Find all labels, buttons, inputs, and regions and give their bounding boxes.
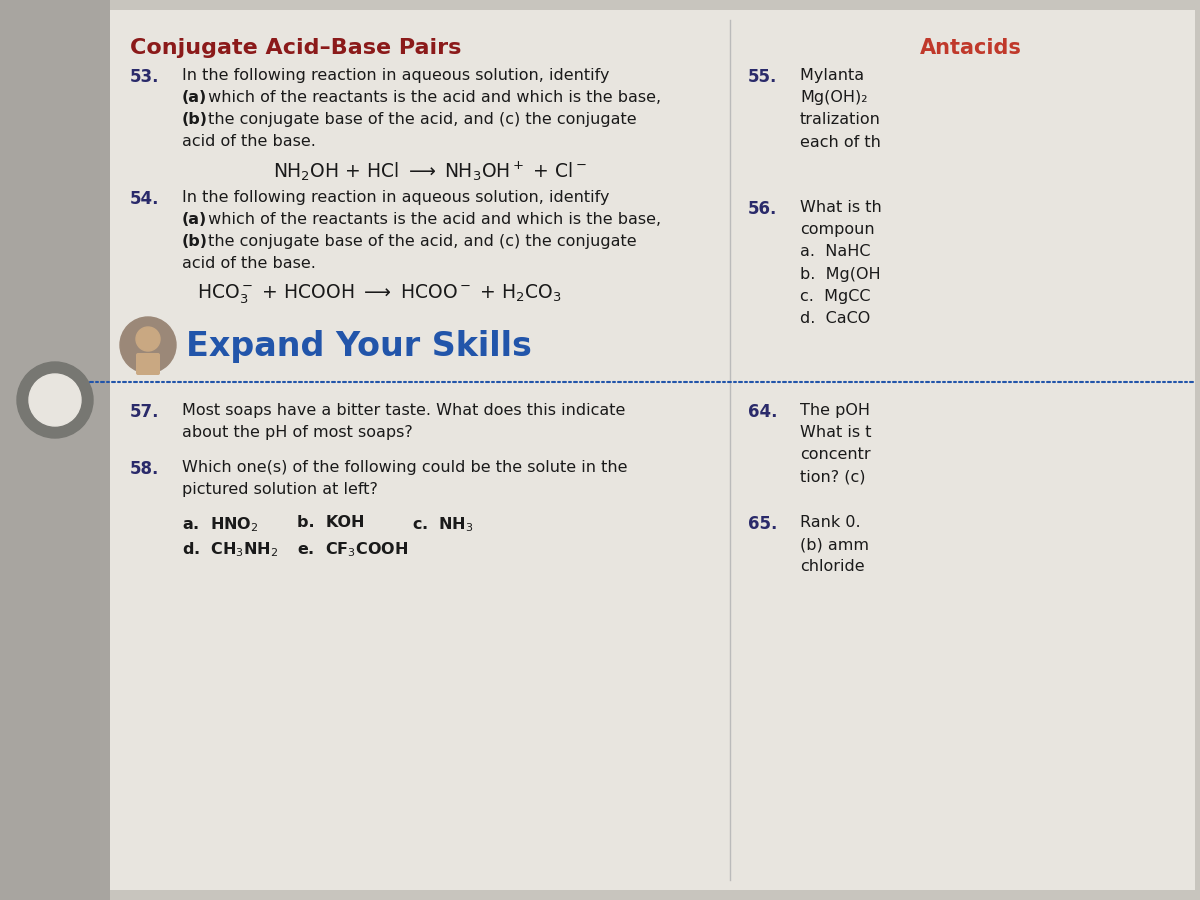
- Text: about the pH of most soaps?: about the pH of most soaps?: [182, 425, 413, 440]
- Text: Most soaps have a bitter taste. What does this indicate: Most soaps have a bitter taste. What doe…: [182, 403, 625, 418]
- Text: 65.: 65.: [748, 515, 778, 533]
- Text: 54.: 54.: [130, 190, 160, 208]
- Text: Antacids: Antacids: [920, 38, 1022, 58]
- Text: NH$_2$OH + HCl $\longrightarrow$ NH$_3$OH$^+$ + Cl$^-$: NH$_2$OH + HCl $\longrightarrow$ NH$_3$O…: [272, 160, 587, 184]
- Text: which of the reactants is the acid and which is the base,: which of the reactants is the acid and w…: [203, 90, 661, 105]
- Text: the conjugate base of the acid, and (c) the conjugate: the conjugate base of the acid, and (c) …: [203, 234, 636, 249]
- Text: HCO$_3^-$ + HCOOH $\longrightarrow$ HCOO$^-$ + H$_2$CO$_3$: HCO$_3^-$ + HCOOH $\longrightarrow$ HCOO…: [198, 282, 563, 305]
- Text: d.  CH$_3$NH$_2$: d. CH$_3$NH$_2$: [182, 540, 278, 559]
- Text: In the following reaction in aqueous solution, identify: In the following reaction in aqueous sol…: [182, 68, 610, 83]
- Text: acid of the base.: acid of the base.: [182, 256, 316, 271]
- Circle shape: [120, 317, 176, 373]
- Text: Rank 0.
(b) amm
chloride: Rank 0. (b) amm chloride: [800, 515, 869, 574]
- Text: acid of the base.: acid of the base.: [182, 134, 316, 149]
- Text: 56.: 56.: [748, 200, 778, 218]
- Text: which of the reactants is the acid and which is the base,: which of the reactants is the acid and w…: [203, 212, 661, 227]
- Circle shape: [17, 362, 94, 438]
- Text: b.  KOH: b. KOH: [298, 515, 365, 530]
- Text: (a): (a): [182, 90, 208, 105]
- Bar: [0, 0, 110, 900]
- Text: In the following reaction in aqueous solution, identify: In the following reaction in aqueous sol…: [182, 190, 610, 205]
- Text: 53.: 53.: [130, 68, 160, 86]
- Text: (a): (a): [182, 212, 208, 227]
- Text: the conjugate base of the acid, and (c) the conjugate: the conjugate base of the acid, and (c) …: [203, 112, 636, 127]
- Text: c.  NH$_3$: c. NH$_3$: [412, 515, 473, 534]
- Text: Conjugate Acid–Base Pairs: Conjugate Acid–Base Pairs: [130, 38, 461, 58]
- Text: (b): (b): [182, 112, 208, 127]
- Text: 58.: 58.: [130, 460, 160, 478]
- Circle shape: [29, 374, 82, 426]
- Circle shape: [136, 327, 160, 351]
- Text: Which one(s) of the following could be the solute in the: Which one(s) of the following could be t…: [182, 460, 628, 475]
- Text: 55.: 55.: [748, 68, 778, 86]
- Text: Expand Your Skills: Expand Your Skills: [186, 330, 532, 363]
- Text: (b): (b): [182, 234, 208, 249]
- Text: Mylanta 
Mg(OH)₂
tralization
each of th: Mylanta Mg(OH)₂ tralization each of th: [800, 68, 881, 149]
- Text: The pOH
What is t
concentr
tion? (c): The pOH What is t concentr tion? (c): [800, 403, 871, 484]
- FancyBboxPatch shape: [136, 353, 160, 375]
- Text: e.  CF$_3$COOH: e. CF$_3$COOH: [298, 540, 408, 559]
- Text: a.  HNO$_2$: a. HNO$_2$: [182, 515, 258, 534]
- Text: 64.: 64.: [748, 403, 778, 421]
- Text: pictured solution at left?: pictured solution at left?: [182, 482, 378, 497]
- Text: What is th
compoun
a.  NaHC
b.  Mg(OH
c.  MgCC
d.  CaCO: What is th compoun a. NaHC b. Mg(OH c. M…: [800, 200, 882, 326]
- Text: 57.: 57.: [130, 403, 160, 421]
